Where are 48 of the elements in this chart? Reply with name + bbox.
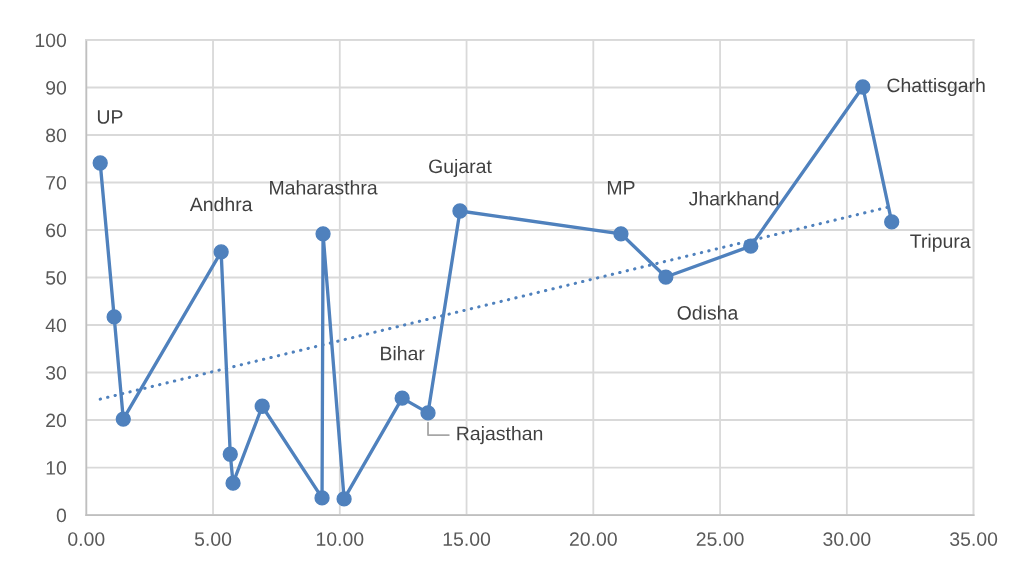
annotation: Bihar	[381, 346, 425, 361]
point	[314, 490, 330, 506]
x-tick-label: 20.00	[569, 532, 617, 546]
annotation: Tripura	[910, 233, 971, 252]
y-tick-label: 20	[46, 413, 67, 428]
point	[315, 226, 331, 242]
annotation: MP	[607, 181, 635, 195]
point	[884, 214, 900, 230]
point	[213, 244, 229, 260]
point	[92, 155, 108, 171]
point	[613, 226, 629, 242]
x-tick-label: 15.00	[443, 532, 491, 546]
annotation: Jharkhand	[688, 191, 779, 206]
annotation: Gujarat	[429, 158, 492, 177]
x-tick-label: 10.00	[316, 532, 364, 546]
y-tick-label: 100	[35, 33, 67, 48]
y-tick-label: 50	[45, 270, 67, 285]
point	[222, 446, 238, 462]
annotation: UP	[97, 110, 123, 124]
point	[743, 238, 759, 254]
x-tick-label: 0.00	[68, 532, 105, 546]
annotation: Rajasthan	[457, 426, 543, 445]
x-tick-label: 35.00	[950, 532, 998, 546]
point	[658, 269, 674, 285]
point	[106, 309, 122, 325]
point	[115, 411, 131, 427]
point	[254, 398, 270, 414]
annotation: Andhra	[189, 196, 253, 212]
point	[394, 390, 410, 406]
annotation: Chattisgarh	[887, 77, 985, 97]
point	[225, 475, 241, 491]
annotation: Maharasthra	[270, 180, 378, 195]
y-tick-label: 80	[46, 128, 67, 143]
point	[420, 405, 436, 421]
x-tick-label: 25.00	[696, 532, 744, 546]
y-tick-label: 40	[45, 318, 67, 333]
y-tick-label: 30	[45, 365, 67, 380]
point	[452, 203, 468, 219]
y-tick-label: 90	[46, 80, 67, 95]
x-tick-label: 30.00	[823, 532, 871, 546]
y-tick-label: 10	[46, 461, 67, 475]
y-tick-label: 70	[46, 175, 67, 190]
point	[855, 79, 871, 95]
point	[336, 491, 352, 507]
y-tick-label: 60	[46, 223, 67, 238]
y-tick-label: 0	[56, 508, 67, 523]
annotation: Odisha	[677, 305, 739, 320]
x-tick-label: 5.00	[194, 532, 232, 546]
